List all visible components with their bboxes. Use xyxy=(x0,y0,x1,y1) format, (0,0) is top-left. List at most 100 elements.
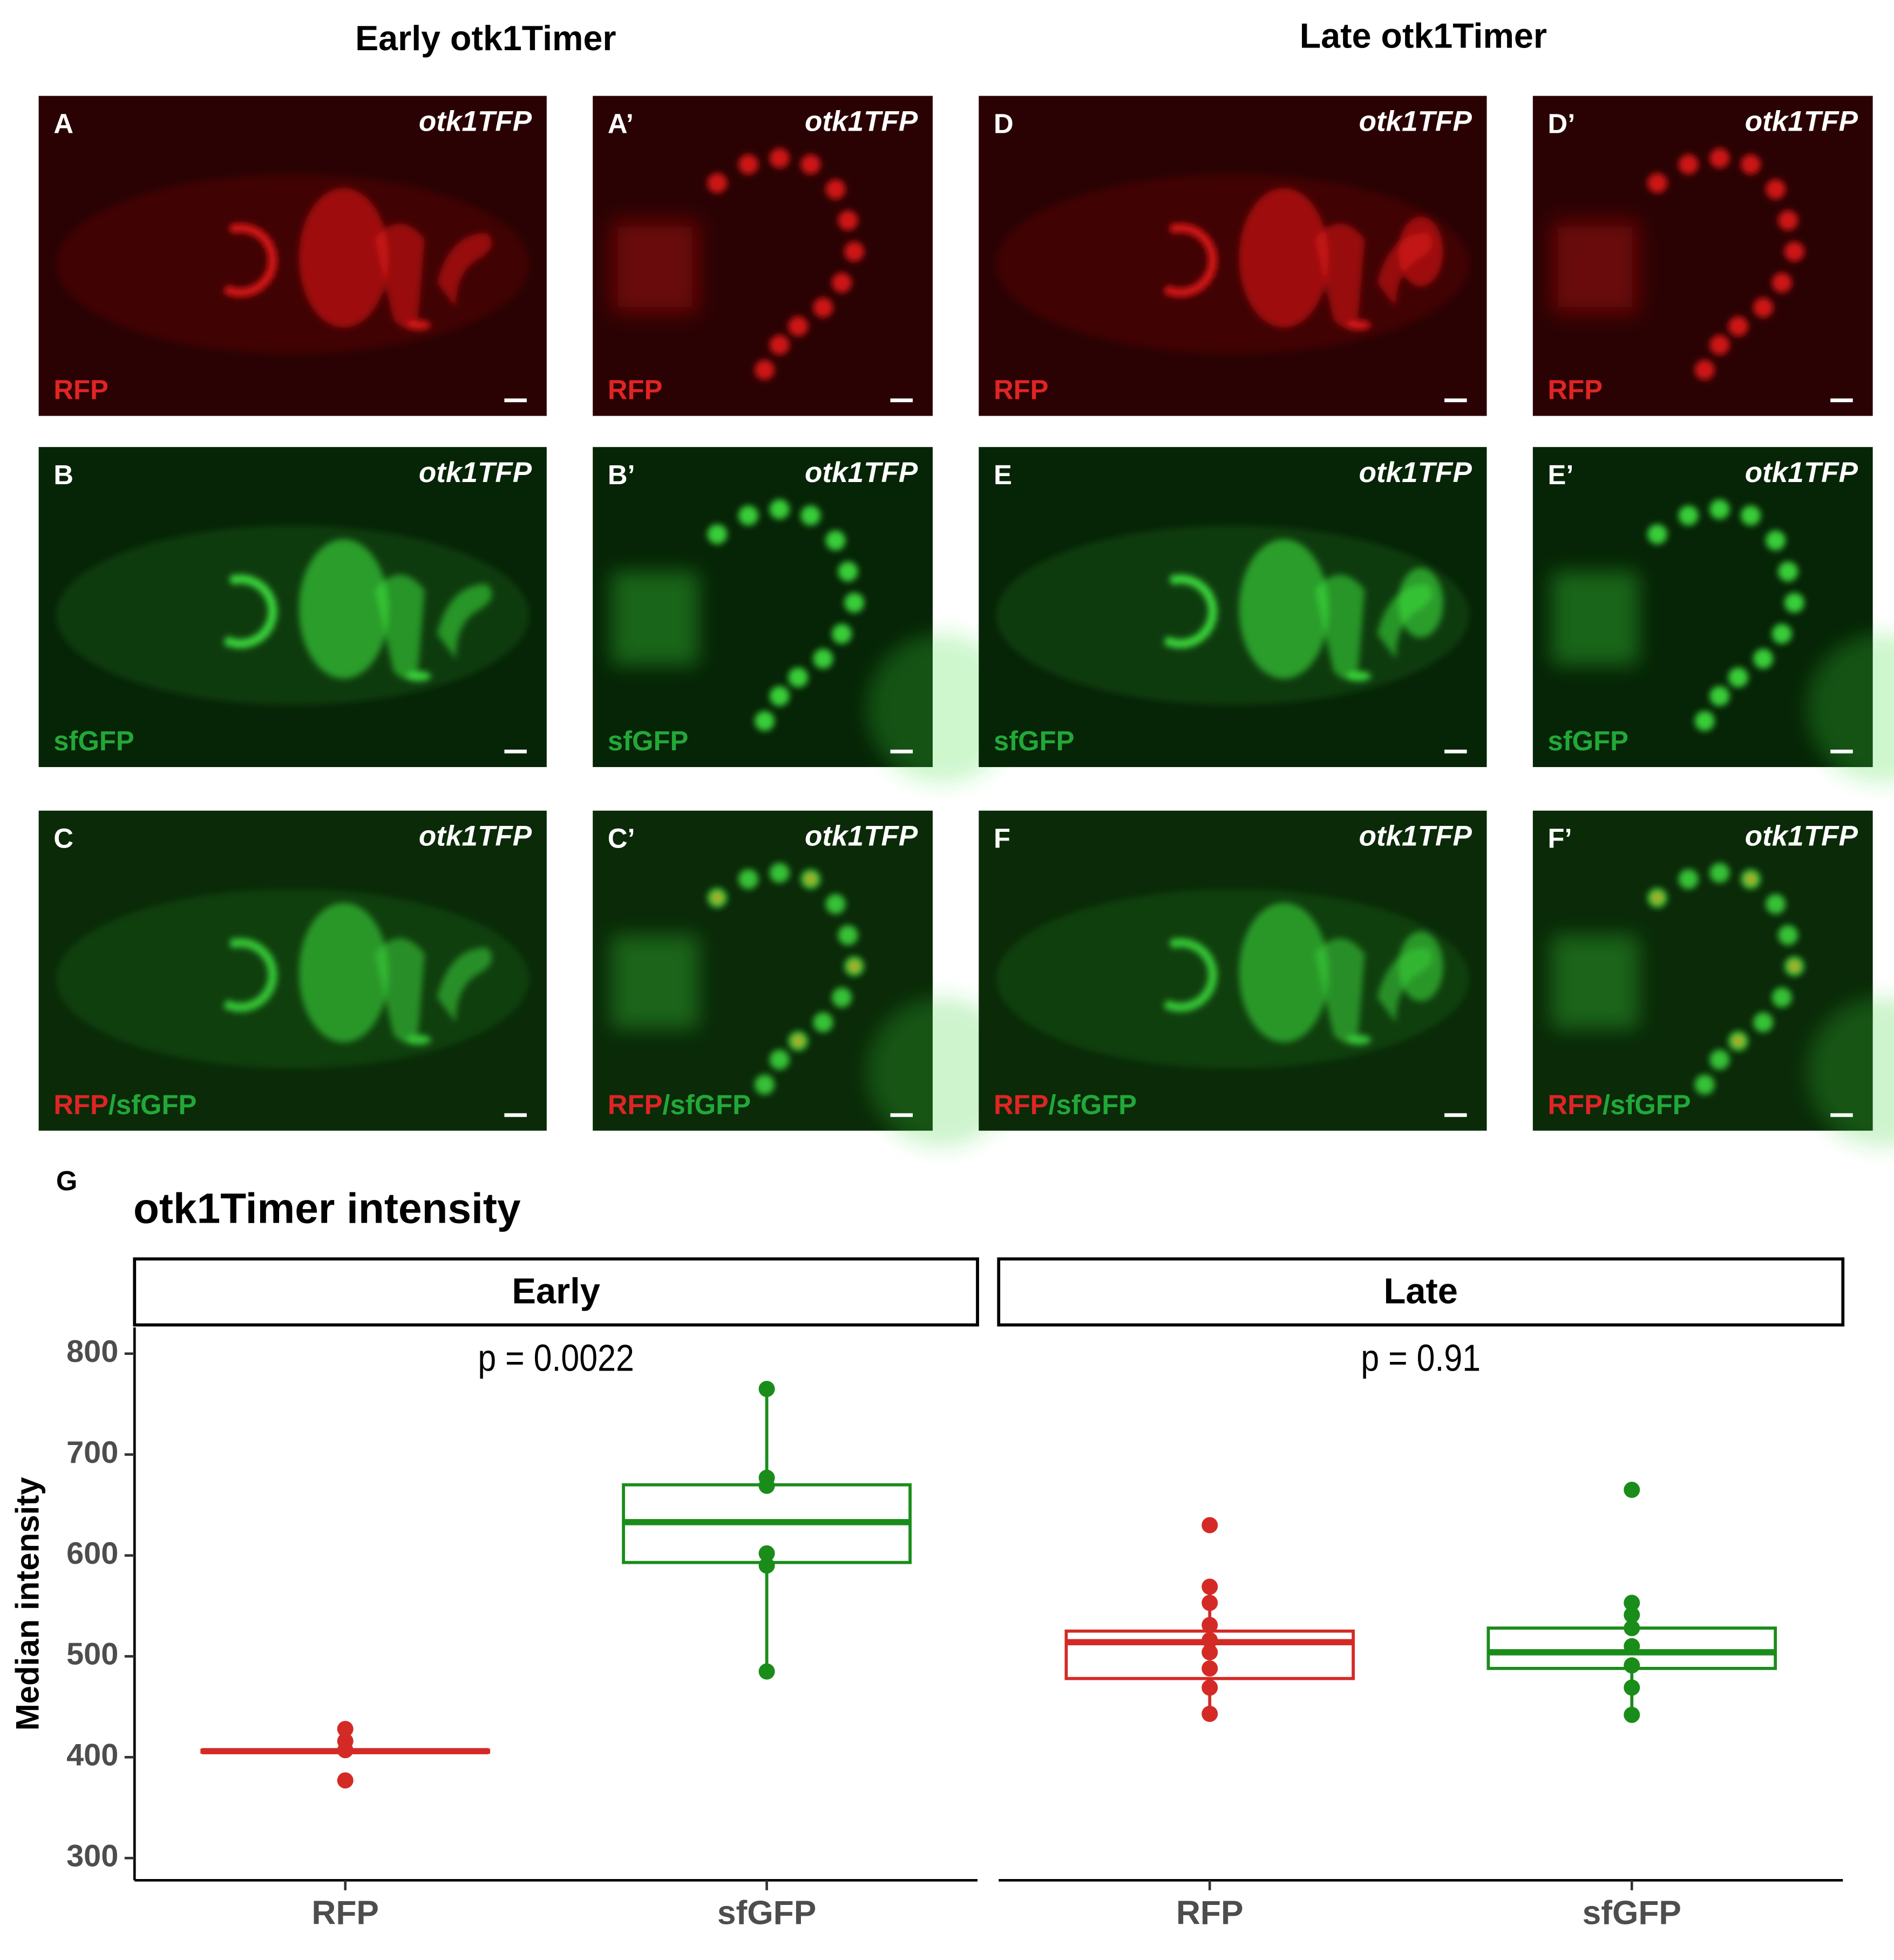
data-point xyxy=(1624,1482,1640,1498)
spot xyxy=(1346,671,1371,681)
panel-letter: C’ xyxy=(608,823,635,854)
cell xyxy=(1778,561,1798,582)
tail xyxy=(1398,931,1443,1001)
cell xyxy=(224,286,235,296)
cell xyxy=(268,254,278,265)
scale-bar xyxy=(890,749,913,754)
cell xyxy=(229,938,240,948)
cell xyxy=(769,148,790,168)
panel-tag: otk1TFP xyxy=(805,820,918,852)
x-tick-label: RFP xyxy=(1176,1894,1244,1931)
gut-loop xyxy=(437,233,492,308)
cell xyxy=(1741,154,1761,174)
cell xyxy=(1164,636,1175,647)
data-point xyxy=(1624,1679,1640,1696)
gut-loop xyxy=(1315,223,1365,328)
data-point xyxy=(1201,1517,1218,1534)
cell xyxy=(1784,593,1804,613)
channel-label: RFP xyxy=(994,375,1049,405)
data-point xyxy=(1201,1644,1218,1660)
panel-letter: B xyxy=(53,459,73,490)
channel-part: RFP xyxy=(1548,1089,1603,1120)
micrograph-signal xyxy=(996,525,1470,705)
panel-tag: otk1TFP xyxy=(805,105,918,137)
cell xyxy=(268,605,278,615)
cell xyxy=(1170,223,1180,234)
channel-part: /sfGFP xyxy=(1049,1089,1137,1120)
spot xyxy=(406,1035,431,1045)
cell xyxy=(266,961,277,971)
cell xyxy=(1709,686,1730,706)
micrograph: D’ otk1TFP RFP xyxy=(1532,96,1873,416)
panel-label: G xyxy=(56,1165,77,1196)
channel-part: /sfGFP xyxy=(108,1089,197,1120)
cell xyxy=(844,241,865,262)
cell xyxy=(769,1049,790,1070)
scale-bar xyxy=(1830,749,1853,754)
facet-label: Late xyxy=(1384,1271,1458,1312)
gut xyxy=(298,188,389,328)
cell xyxy=(237,574,248,585)
cell xyxy=(240,287,250,297)
cell xyxy=(1741,505,1761,526)
panel-letter: A xyxy=(53,108,73,139)
cell xyxy=(1709,863,1730,883)
cell xyxy=(232,639,242,649)
facet-strip xyxy=(133,1257,979,1327)
scale-bar xyxy=(504,1113,527,1117)
fuzzy-patch xyxy=(1551,571,1639,665)
channel-part: /sfGFP xyxy=(1603,1089,1691,1120)
data-point xyxy=(1624,1620,1640,1637)
fuzzy-patch xyxy=(1551,220,1639,314)
data-point xyxy=(758,1663,775,1680)
panel-tag: otk1TFP xyxy=(419,457,532,489)
data-point xyxy=(1624,1595,1640,1611)
channel-part: sfGFP xyxy=(994,726,1074,757)
cell xyxy=(788,667,809,688)
cell xyxy=(240,1002,250,1012)
panel-letter: D xyxy=(994,108,1014,139)
panel-tag: otk1TFP xyxy=(419,820,532,852)
scale-bar xyxy=(1444,1113,1467,1117)
cell xyxy=(788,316,809,336)
glow xyxy=(866,634,1016,784)
micrograph-signal xyxy=(1551,499,1894,783)
cell xyxy=(232,287,242,298)
cell xyxy=(1678,505,1699,526)
channel-label: sfGFP xyxy=(994,726,1074,757)
cell xyxy=(832,273,852,293)
x-tick-label: RFP xyxy=(311,1894,379,1931)
data-point xyxy=(337,1742,354,1759)
cell xyxy=(1694,360,1715,380)
panel-tag: otk1TFP xyxy=(419,105,532,137)
channel-part: sfGFP xyxy=(53,726,134,757)
cell xyxy=(240,638,250,649)
panel-letter: C xyxy=(53,823,73,854)
cell xyxy=(769,335,790,355)
cell xyxy=(1766,179,1786,200)
gut-loop xyxy=(437,584,492,659)
data-point xyxy=(1201,1679,1218,1696)
cell xyxy=(229,223,240,234)
channel-label: RFP/sfGFP xyxy=(608,1089,751,1120)
scale-bar xyxy=(1830,398,1853,403)
data-point xyxy=(758,1477,775,1494)
gut-loop xyxy=(1315,574,1365,680)
glow xyxy=(1807,634,1894,783)
cell xyxy=(1170,574,1180,585)
micrograph-signal xyxy=(56,525,529,705)
panel-letter: A’ xyxy=(608,108,634,139)
channel-label: RFP xyxy=(1548,375,1603,405)
cell xyxy=(738,154,759,174)
cell xyxy=(1778,925,1798,945)
gut-loop xyxy=(375,223,425,328)
y-tick-label: 700 xyxy=(66,1435,118,1470)
spot xyxy=(406,320,431,330)
cell xyxy=(832,987,852,1008)
cell xyxy=(707,524,728,545)
panel-letter: F xyxy=(994,823,1010,854)
panel-tag: otk1TFP xyxy=(1359,105,1472,137)
